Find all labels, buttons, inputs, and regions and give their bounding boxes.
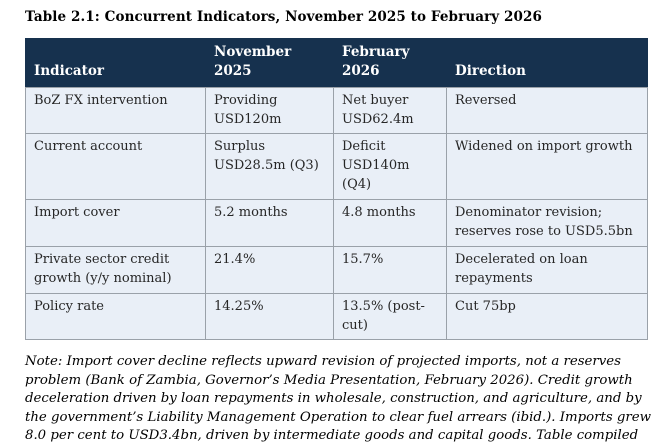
- cell-indicator: Policy rate: [25, 292, 206, 341]
- cell-direction: Reversed: [446, 86, 648, 135]
- cell-november-value: Providing USD120m: [205, 86, 334, 135]
- cell-indicator: Import cover: [25, 199, 206, 247]
- indicators-table: Indicator November 2025 February 2026 Di…: [25, 38, 648, 341]
- cell-february-value: 15.7%: [333, 246, 447, 294]
- cell-indicator: Current account: [25, 133, 206, 200]
- cell-direction: Decelerated on loan repayments: [446, 246, 648, 294]
- table-row: Policy rate 14.25% 13.5% (post-cut) Cut …: [25, 292, 648, 341]
- cell-february-value: Net buyer USD62.4m: [333, 86, 447, 135]
- cell-november-value: 5.2 months: [205, 199, 334, 247]
- cell-direction: Denominator revision; reserves rose to U…: [446, 199, 648, 247]
- cell-indicator: Private sector credit growth (y/y nomina…: [25, 246, 206, 294]
- cell-february-value: 4.8 months: [333, 199, 447, 247]
- cell-november-value: 14.25%: [205, 292, 334, 341]
- table-row: Private sector credit growth (y/y nomina…: [25, 246, 648, 294]
- table-source-note: Note: Import cover decline reflects upwa…: [25, 354, 651, 448]
- table-row: Current account Surplus USD28.5m (Q3) De…: [25, 133, 648, 200]
- header-cell-february-2026: February 2026: [333, 38, 447, 88]
- table-header-row: Indicator November 2025 February 2026 Di…: [25, 38, 648, 88]
- cell-indicator: BoZ FX intervention: [25, 86, 206, 135]
- cell-direction: Cut 75bp: [446, 292, 648, 341]
- cell-february-value: 13.5% (post-cut): [333, 292, 447, 341]
- cell-february-value: Deficit USD140m (Q4): [333, 133, 447, 200]
- table-row: BoZ FX intervention Providing USD120m Ne…: [25, 86, 648, 135]
- header-cell-indicator: Indicator: [25, 38, 206, 88]
- table-title: Table 2.1: Concurrent Indicators, Novemb…: [25, 9, 543, 25]
- cell-direction: Widened on import growth: [446, 133, 648, 200]
- cell-november-value: Surplus USD28.5m (Q3): [205, 133, 334, 200]
- cell-november-value: 21.4%: [205, 246, 334, 294]
- header-cell-november-2025: November 2025: [205, 38, 334, 88]
- table-row: Import cover 5.2 months 4.8 months Denom…: [25, 199, 648, 247]
- header-cell-direction: Direction: [446, 38, 648, 88]
